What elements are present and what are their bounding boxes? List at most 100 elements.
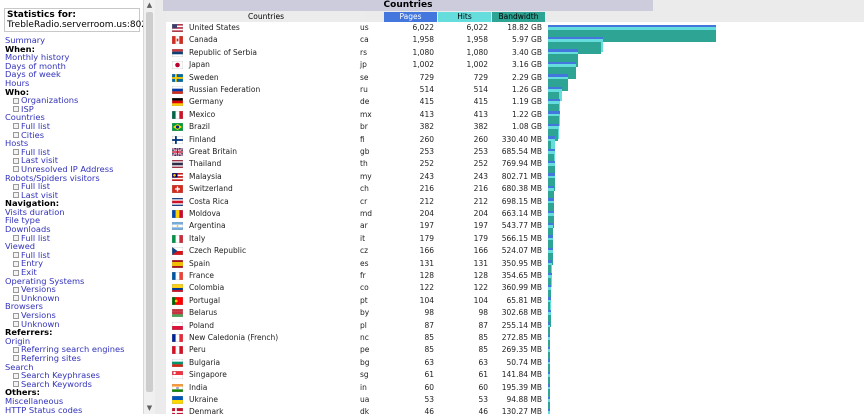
country-code: mx [360,109,372,119]
menu-item-label: Full list [21,181,51,192]
pages-value: 253 [419,147,434,156]
bar-bandwidth [548,91,560,104]
menu-item-full-list[interactable]: Full list [5,251,143,260]
menu-item-viewed[interactable]: Viewed [5,242,143,251]
submenu-bullet-icon [13,183,19,190]
menu-item-full-list[interactable]: Full list [5,182,143,191]
submenu-bullet-icon [13,312,19,319]
scroll-down-icon[interactable]: ▼ [146,404,153,412]
menu-item-monthly-history[interactable]: Monthly history [5,53,143,62]
menu-item-label: Operating Systems [5,275,85,286]
bandwidth-value: 5.97 GB [511,35,542,45]
country-code: md [360,209,373,218]
menu-item-days-of-week[interactable]: Days of week [5,70,143,79]
flag-it-icon [171,234,184,243]
menu-item-robots-spiders-visitors[interactable]: Robots/Spiders visitors [5,173,143,183]
pages-value: 122 [419,283,434,293]
menu-item-referring-search-engines[interactable]: Referring search engines [5,345,143,354]
table-row: Colombia co 122 122 360.99 MB [166,282,864,303]
submenu-bullet-icon [13,295,19,302]
menu-item-versions[interactable]: Versions [5,285,143,294]
menu-item-label: Last visit [21,155,59,166]
menu-item-unknown[interactable]: Unknown [5,294,143,303]
menu-item-entry[interactable]: Entry [5,259,143,268]
menu-item-search[interactable]: Search [5,362,143,372]
menu-item-search-keyphrases[interactable]: Search Keyphrases [5,371,143,380]
bandwidth-value: 255.14 MB [501,320,542,330]
sidebar-scrollbar[interactable]: ▲ ▼ [143,0,155,414]
menu-item-downloads[interactable]: Downloads [5,225,143,234]
menu-item-isp[interactable]: ISP [5,104,143,114]
pages-value: 53 [424,395,434,404]
flag-de-icon [171,98,184,107]
pages-value: 131 [419,258,434,268]
menu-item-search-keywords[interactable]: Search Keywords [5,379,143,389]
menu-item-label: When: [5,43,35,54]
menu-item-last-visit[interactable]: Last visit [5,190,143,200]
pages-value: 46 [424,407,434,414]
menu-item-hosts[interactable]: Hosts [5,139,143,148]
menu-item-organizations[interactable]: Organizations [5,96,143,105]
submenu-bullet-icon [13,286,19,293]
menu-item-miscellaneous[interactable]: Miscellaneous [5,397,143,406]
bar-bandwidth [548,128,558,142]
menu-item-referring-sites[interactable]: Referring sites [5,354,143,363]
menu-item-full-list[interactable]: Full list [5,122,143,131]
hits-value: 104 [473,295,488,305]
menu-item-label: Countries [5,112,45,123]
country-name: Denmark [189,407,224,414]
bar-hits [548,411,550,414]
flag-dk-icon [171,408,184,414]
bar-bandwidth [548,103,559,117]
country-name: Singapore [189,370,227,380]
bandwidth-value: 18.82 GB [507,23,542,32]
bandwidth-value: 769.94 MB [501,159,542,169]
country-code: nc [360,333,369,342]
menu-item-browsers[interactable]: Browsers [5,302,143,311]
hits-value: 63 [478,357,488,367]
menu-item-unresolved-ip-address[interactable]: Unresolved IP Address [5,165,143,174]
submenu-bullet-icon [13,106,19,113]
menu-item-file-type[interactable]: File type [5,216,143,225]
flag-rs-icon [171,48,184,57]
country-name: Ukraine [189,395,218,404]
hits-value: 204 [473,209,488,218]
scroll-up-icon[interactable]: ▲ [146,1,153,9]
hits-value: 413 [473,109,488,119]
bandwidth-value: 330.40 MB [501,134,542,144]
country-name: Switzerland [189,184,233,194]
menu-item-label: Monthly history [5,52,70,63]
menu-item-visits-duration[interactable]: Visits duration [5,208,143,217]
country-code: cr [360,196,368,206]
menu-item-countries[interactable]: Countries [5,113,143,122]
bar-bandwidth [548,240,553,253]
bandwidth-value: 566.15 MB [501,233,542,243]
flag-ru-icon [171,85,184,95]
menu-item-last-visit[interactable]: Last visit [5,156,143,165]
menu-item-cities[interactable]: Cities [5,130,143,140]
table-row: Bulgaria bg 63 63 50.74 MB [166,357,864,377]
menu-item-hours[interactable]: Hours [5,79,143,88]
menu-item-full-list[interactable]: Full list [5,147,143,157]
pages-value: 104 [419,295,434,305]
table-row: Czech Republic cz 166 166 524.07 MB [166,245,864,266]
menu-item-days-of-month[interactable]: Days of month [5,61,143,71]
country-name: Republic of Serbia [189,47,257,57]
scrollbar-thumb[interactable] [146,12,153,392]
menu-item-origin[interactable]: Origin [5,336,143,346]
table-row: Republic of Serbia rs 1,080 1,080 3.40 GB [166,47,864,67]
country-name: Moldova [189,209,221,218]
submenu-bullet-icon [13,132,19,139]
menu-item-operating-systems[interactable]: Operating Systems [5,275,143,286]
country-code: gb [360,147,370,156]
menu-item-full-list[interactable]: Full list [5,233,143,243]
menu-item-label: Referrers: [5,327,53,338]
menu-item-http-status-codes[interactable]: HTTP Status codes [5,405,143,414]
menu-item-unknown[interactable]: Unknown [5,319,143,329]
pages-value: 514 [419,85,434,94]
country-name: Bulgaria [189,357,221,367]
menu-item-versions[interactable]: Versions [5,311,143,320]
country-code: pe [360,345,370,355]
menu-item-summary[interactable]: Summary [5,36,143,45]
menu-item-exit[interactable]: Exit [5,268,143,277]
